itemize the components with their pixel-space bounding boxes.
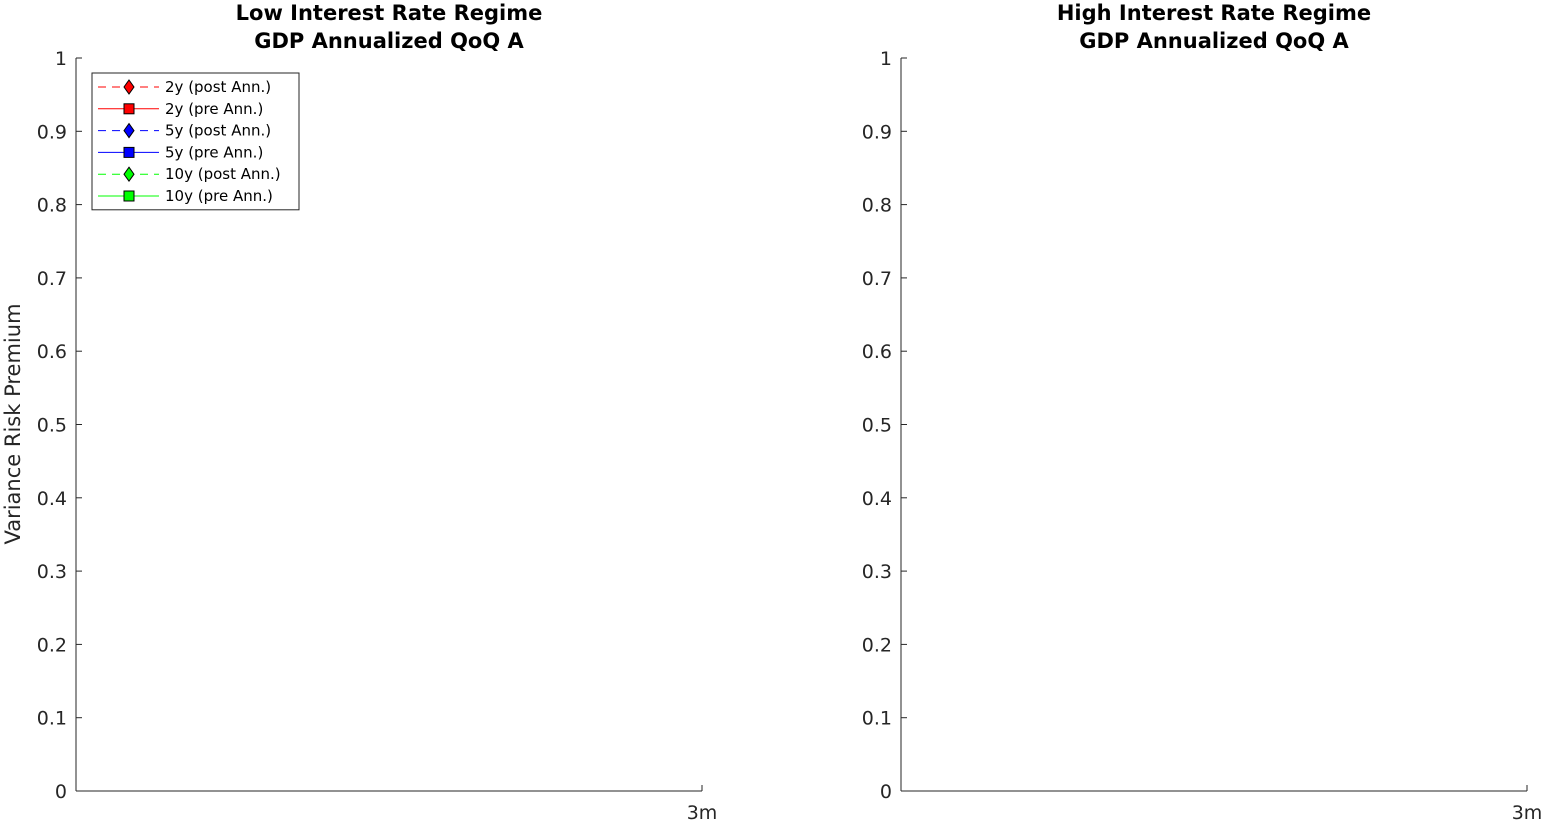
- left-y-tick-label: 0.5: [37, 415, 67, 437]
- right-title-line-1: High Interest Rate Regime: [1057, 1, 1371, 25]
- left-y-tick-label: 0.4: [37, 488, 67, 510]
- right-y-tick-label: 0.4: [862, 488, 892, 510]
- left-y-tick-label: 0: [55, 781, 67, 803]
- right-y-tick-label: 0.1: [862, 708, 892, 730]
- legend-marker-square: [123, 103, 135, 115]
- right-y-tick-label: 0.3: [862, 561, 892, 583]
- right-x-tick-label: 3m: [1512, 802, 1543, 822]
- left-y-tick-label: 0.2: [37, 634, 67, 656]
- right-y-tick-label: 0.2: [862, 634, 892, 656]
- left-y-tick-label: 1: [55, 48, 67, 70]
- left-y-tick-label: 0.6: [37, 341, 67, 363]
- right-title-line-2: GDP Annualized QoQ A: [1079, 29, 1349, 53]
- left-panel: Low Interest Rate Regime GDP Annualized …: [1, 1, 717, 822]
- left-legend: 2y (post Ann.) 2y (pre Ann.) 5y (post Ann.…: [91, 72, 300, 211]
- right-axes: 0 0.1 0.2 0.3 0.4 0.5 0.6 0.7 0.8 0.9 1 3m: [862, 48, 1543, 822]
- legend-label: 2y (pre Ann.): [165, 100, 263, 118]
- legend-marker-diamond: [123, 79, 135, 95]
- left-y-tick-label: 0.3: [37, 561, 67, 583]
- right-y-tick-label: 1: [880, 48, 892, 70]
- right-panel: High Interest Rate Regime GDP Annualized…: [862, 1, 1543, 822]
- left-axes: 0 0.1 0.2 0.3 0.4 0.5 0.6 0.7 0.8 0.9 1 3m: [37, 48, 718, 822]
- right-y-tick-label: 0.7: [862, 268, 892, 290]
- right-y-tick-label: 0: [880, 781, 892, 803]
- left-y-tick-label: 0.1: [37, 708, 67, 730]
- right-y-tick-label: 0.5: [862, 415, 892, 437]
- legend-label: 10y (post Ann.): [165, 165, 281, 183]
- legend-label: 10y (pre Ann.): [165, 187, 273, 205]
- legend-label: 5y (pre Ann.): [165, 143, 263, 161]
- right-y-tick-label: 0.8: [862, 195, 892, 217]
- left-x-tick-label: 3m: [687, 802, 718, 822]
- legend-label: 5y (post Ann.): [165, 122, 271, 140]
- left-y-tick-label: 0.7: [37, 268, 67, 290]
- left-title-line-2: GDP Annualized QoQ A: [254, 29, 524, 53]
- left-y-axis-label: Variance Risk Premium: [1, 303, 25, 544]
- legend-label: 2y (post Ann.): [165, 78, 271, 96]
- legend-box: [91, 72, 300, 211]
- left-y-tick-label: 0.9: [37, 121, 67, 143]
- left-y-tick-label: 0.8: [37, 195, 67, 217]
- left-title-line-1: Low Interest Rate Regime: [236, 1, 543, 25]
- legend-marker-diamond: [123, 166, 135, 183]
- right-y-tick-label: 0.9: [862, 121, 892, 143]
- right-y-tick-label: 0.6: [862, 341, 892, 363]
- legend-marker-square: [123, 190, 135, 202]
- legend-marker-square: [123, 146, 135, 158]
- legend-marker-diamond: [123, 122, 135, 139]
